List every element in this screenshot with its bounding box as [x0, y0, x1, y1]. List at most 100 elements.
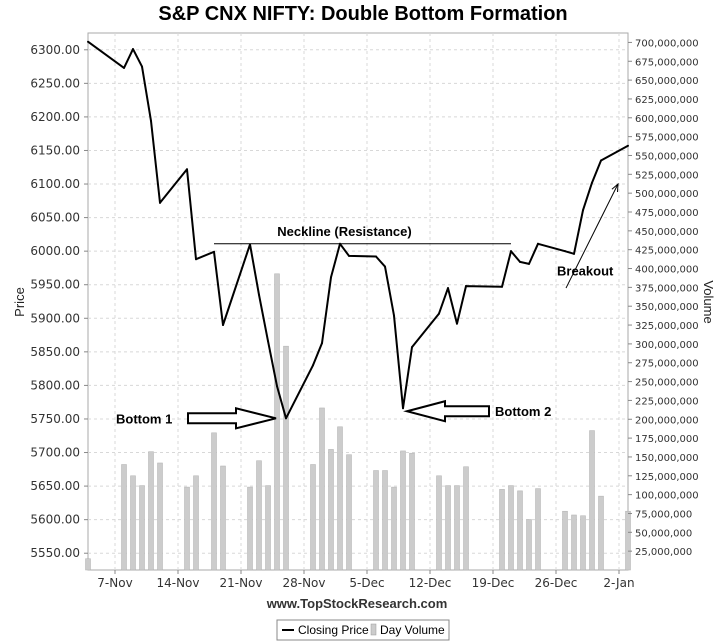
y-tick-label: 6200.00: [30, 110, 80, 124]
volume-bar: [328, 449, 334, 571]
price-point: [537, 242, 539, 245]
volume-bar: [382, 470, 388, 571]
y2-axis-label: Volume: [701, 280, 716, 323]
volume-bar: [256, 460, 262, 571]
bottom2-arrow: [403, 399, 490, 423]
y-tick-label: 5900.00: [30, 311, 80, 325]
legend: Closing Price Day Volume: [276, 619, 450, 641]
y2-tick-label: 425,000,000: [635, 246, 699, 257]
price-point: [87, 40, 89, 43]
price-point: [591, 181, 593, 184]
price-point: [258, 293, 260, 296]
y-tick-label: 5850.00: [30, 345, 80, 359]
y-tick-label: 5650.00: [30, 479, 80, 493]
chart-title: S&P CNX NIFTY: Double Bottom Formation: [158, 3, 567, 25]
y-tick-label: 6300.00: [30, 43, 80, 57]
price-point: [519, 260, 521, 263]
price-point: [582, 209, 584, 212]
price-point: [159, 201, 161, 204]
y2-tick-label: 525,000,000: [635, 170, 699, 181]
volume-bar: [562, 510, 568, 571]
y2-tick-label: 250,000,000: [635, 378, 699, 389]
volume-bar: [247, 486, 253, 571]
price-point: [501, 285, 503, 288]
y-tick-label: 6100.00: [30, 177, 80, 191]
y2-tick-label: 325,000,000: [635, 321, 699, 332]
volume-bar: [283, 345, 289, 571]
y2-tick-label: 150,000,000: [635, 453, 699, 464]
price-point: [348, 254, 350, 257]
y-tick-label: 5700.00: [30, 446, 80, 460]
y2-tick-label: 300,000,000: [635, 340, 699, 351]
legend-swatch-day-volume: [370, 623, 377, 636]
volume-bar: [319, 407, 325, 571]
volume-bar: [391, 486, 397, 571]
x-tick-label: 7-Nov: [97, 576, 132, 590]
y2-tick-label: 350,000,000: [635, 302, 699, 313]
price-point: [132, 48, 134, 51]
y2-tick-label: 75,000,000: [635, 509, 692, 520]
annotation-layer: Neckline (Resistance) Bottom 1 Bottom 2 Bre…: [116, 182, 619, 430]
y2-tick-label: 100,000,000: [635, 491, 699, 502]
price-point: [402, 407, 404, 410]
volume-bar: [400, 450, 406, 571]
y2-tick-label: 125,000,000: [635, 472, 699, 483]
price-point: [222, 323, 224, 326]
price-point: [330, 276, 332, 279]
volume-bar: [508, 485, 514, 571]
price-point: [150, 119, 152, 122]
y-tick-label: 5950.00: [30, 278, 80, 292]
breakout-arrow-shaft: [565, 183, 619, 289]
price-point: [267, 340, 269, 343]
volume-bar: [598, 495, 604, 571]
price-point: [393, 314, 395, 317]
y2-tick-label: 225,000,000: [635, 396, 699, 407]
y2-tick-label: 550,000,000: [635, 151, 699, 162]
price-point: [411, 346, 413, 349]
legend-label-day-volume: Day Volume: [380, 623, 445, 637]
volume-bar: [436, 475, 442, 571]
y-tick-label: 5600.00: [30, 513, 80, 527]
y2-tick-label: 25,000,000: [635, 547, 692, 558]
volume-bar: [409, 452, 415, 571]
price-point: [627, 144, 629, 147]
y2-tick-label: 375,000,000: [635, 283, 699, 294]
y2-tick-label: 700,000,000: [635, 38, 699, 49]
y-tick-label: 6050.00: [30, 211, 80, 225]
y2-tick-label: 475,000,000: [635, 208, 699, 219]
legend-box: [276, 619, 450, 641]
volume-bar: [445, 485, 451, 571]
x-tick-label: 28-Nov: [282, 576, 325, 590]
volume-bar: [265, 485, 271, 571]
volume-bar: [130, 475, 136, 571]
source-credit: www.TopStockResearch.com: [266, 596, 448, 611]
volume-bar: [463, 466, 469, 571]
price-point: [528, 262, 530, 265]
y-tick-label: 6250.00: [30, 76, 80, 90]
volume-bar: [454, 485, 460, 571]
y-axis-ticks: 5550.00 5600.00 5650.00 5700.00 5750.00 5800.…: [30, 43, 88, 560]
volume-bar: [184, 486, 190, 571]
x-tick-label: 12-Dec: [409, 576, 452, 590]
x-axis-ticks: 7-Nov 14-Nov 21-Nov 28-Nov 5-Dec 12-Dec 19-Dec…: [97, 570, 635, 590]
volume-bar: [211, 432, 217, 571]
x-tick-label: 2-Jan: [603, 576, 634, 590]
price-point: [285, 417, 287, 420]
price-point: [276, 385, 278, 388]
price-point: [123, 66, 125, 69]
x-tick-label: 19-Dec: [472, 576, 515, 590]
y2-axis-ticks: 25,000,000 50,000,000 75,000,000 100,000,00…: [628, 38, 699, 558]
price-point: [456, 322, 458, 325]
volume-bar: [274, 273, 280, 571]
volume-bar: [373, 470, 379, 571]
price-point: [384, 265, 386, 268]
price-point: [213, 250, 215, 253]
y2-tick-label: 200,000,000: [635, 415, 699, 426]
x-tick-label: 14-Nov: [156, 576, 199, 590]
y-tick-label: 5550.00: [30, 546, 80, 560]
price-point: [564, 250, 566, 253]
volume-bar: [310, 464, 316, 571]
volume-bar: [148, 451, 154, 571]
